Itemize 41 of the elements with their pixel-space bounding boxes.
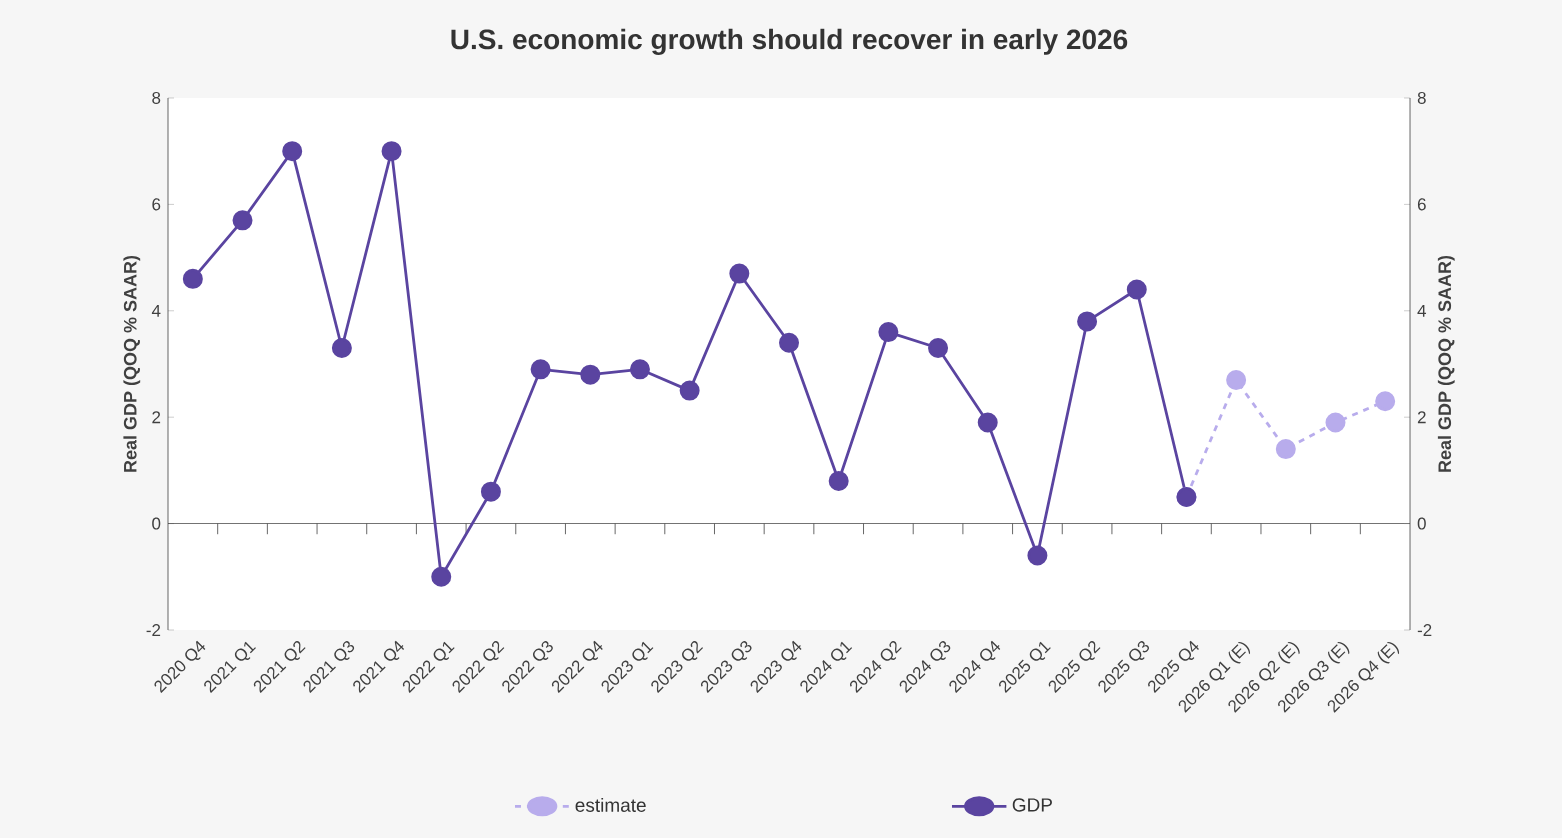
point xyxy=(1126,279,1147,300)
y-tick-label: -2 xyxy=(146,624,161,636)
point xyxy=(381,141,402,162)
y-tick-label: 6 xyxy=(152,198,161,211)
point xyxy=(1275,439,1296,460)
y-tick-label: 8 xyxy=(152,91,161,104)
y-tick-label: 0 xyxy=(152,517,161,530)
point xyxy=(331,338,352,359)
point xyxy=(828,471,849,492)
point xyxy=(1375,391,1396,412)
legend-label: GDP xyxy=(1012,798,1052,812)
y-tick-label: 2 xyxy=(152,411,161,424)
y-axis-title: Real GDP (QOQ % SAAR) xyxy=(123,255,141,472)
point xyxy=(977,412,998,433)
y2-tick-label: 0 xyxy=(1417,517,1426,530)
point xyxy=(779,332,800,353)
point xyxy=(232,210,253,231)
point xyxy=(1027,545,1048,566)
point xyxy=(1077,311,1098,332)
point xyxy=(431,566,452,587)
chart-title: U.S. economic growth should recover in early 2026 xyxy=(451,28,1128,55)
point xyxy=(530,359,551,380)
y2-tick-label: 6 xyxy=(1417,198,1426,211)
y2-tick-label: 2 xyxy=(1417,411,1426,424)
point xyxy=(480,481,501,502)
y-tick-label: 4 xyxy=(151,304,161,317)
point xyxy=(282,141,303,162)
point xyxy=(679,380,700,401)
point xyxy=(182,268,203,289)
point xyxy=(1226,369,1247,390)
point xyxy=(729,263,750,284)
legend-label: estimate xyxy=(575,797,646,812)
point xyxy=(878,322,899,343)
y2-axis-title: Real GDP (QOQ % SAAR) xyxy=(1437,255,1455,472)
y2-tick-label: -2 xyxy=(1417,624,1432,636)
point xyxy=(629,359,650,380)
y2-tick-label: 8 xyxy=(1417,91,1426,104)
y2-tick-label: 4 xyxy=(1417,304,1427,317)
point xyxy=(1325,412,1346,433)
point xyxy=(928,338,949,359)
point xyxy=(580,364,601,385)
